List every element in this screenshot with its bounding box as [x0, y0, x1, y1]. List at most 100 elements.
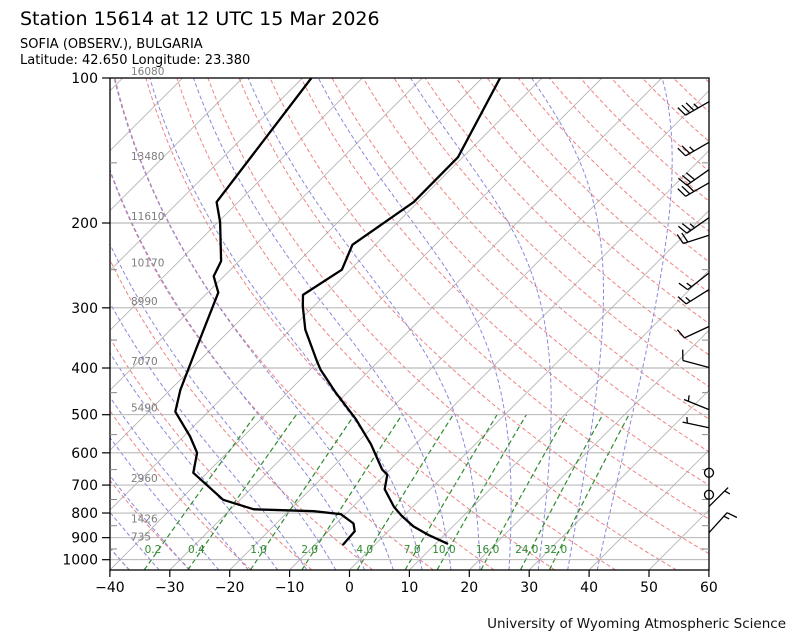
height-label: 5490	[131, 403, 158, 415]
isotherm-line	[528, 389, 709, 570]
wind-barb-icon	[677, 169, 710, 186]
isotherm-line	[110, 78, 363, 331]
height-label: 16080	[131, 66, 164, 78]
dry-adiabat-line	[176, 78, 616, 570]
isotherm-line	[409, 269, 709, 570]
temperature-tick-label: 60	[700, 580, 718, 596]
pressure-tick-label: 400	[71, 361, 98, 377]
moist-adiabat-line	[0, 79, 99, 571]
pressure-tick-label: 1000	[62, 553, 98, 569]
height-labels: 16080 13480 11610 10170 8990 7070 5490 2960 1426…	[131, 66, 164, 543]
temperature-tick-label: 0	[345, 580, 354, 596]
mixing-ratio-line	[356, 414, 454, 570]
dry-adiabat-line	[269, 78, 709, 520]
isotherm-line	[110, 78, 603, 570]
moist-adiabat-line	[0, 79, 8, 571]
height-label: 13480	[131, 151, 164, 163]
isotherm-line	[110, 78, 483, 451]
pressure-tick-label: 600	[71, 446, 98, 462]
dry-adiabat-line	[238, 78, 709, 555]
pressure-tick-label: 700	[71, 478, 98, 494]
wind-barb-icon	[676, 232, 710, 245]
dry-adiabat-line	[579, 78, 709, 202]
credit-text: University of Wyoming Atmospheric Scienc…	[487, 616, 786, 632]
background-lines	[0, 78, 800, 571]
moist-adiabat-line	[110, 168, 366, 570]
temperature-tick-label: 30	[520, 580, 538, 596]
moist-adiabat-line	[110, 242, 337, 570]
mixing-ratio-label: 16.0	[476, 544, 499, 556]
dry-adiabat-line	[110, 337, 313, 570]
wind-barb-icon	[678, 272, 710, 291]
wind-barb-icon	[677, 182, 710, 197]
mixing-ratio-labels: 0.2 0.4 1.0 2.0 4.0 7.0 10.0 16.0 24.0 32.0	[145, 544, 568, 556]
isotherm-line	[110, 78, 543, 511]
station-coordinates: Latitude: 42.650 Longitude: 23.380	[20, 53, 251, 68]
plot-frame	[109, 77, 710, 571]
moist-adiabat-line	[113, 78, 394, 570]
dry-adiabat-line	[393, 78, 709, 388]
mixing-ratio-line	[404, 414, 498, 570]
wind-barb-icon	[708, 487, 731, 508]
temperature-tick-label: −10	[275, 580, 305, 596]
wind-barb-icon	[677, 101, 710, 116]
moist-adiabat-line	[110, 301, 308, 570]
temperature-tick-label: −30	[155, 580, 185, 596]
mixing-ratio-label: 10.0	[432, 544, 455, 556]
isotherm-line	[588, 449, 709, 570]
dry-adiabat-line	[766, 78, 800, 570]
isotherm-line	[229, 90, 709, 570]
moist-adiabat-line	[0, 79, 69, 571]
temperature-tick-label: −20	[215, 580, 245, 596]
mixing-ratio-line	[301, 414, 403, 570]
pressure-tick-label: 100	[71, 71, 98, 87]
dry-adiabat-line	[207, 78, 677, 570]
mixing-ratio-label: 2.0	[301, 544, 318, 556]
moist-adiabat-line	[318, 78, 512, 570]
moist-adiabat-line	[149, 78, 423, 570]
moist-adiabat-line	[596, 78, 673, 570]
station-name: SOFIA (OBSERV.), BULGARIA	[20, 37, 203, 52]
moist-adiabat-line	[410, 78, 552, 570]
isotherm-line	[110, 78, 303, 272]
height-label: 10170	[131, 258, 164, 270]
pressure-tick-label: 900	[71, 531, 98, 547]
height-label: 11610	[131, 211, 164, 223]
temperature-tick-label: −40	[95, 580, 125, 596]
dry-adiabat-line	[362, 78, 709, 420]
height-label: 7070	[131, 356, 158, 368]
wind-barb-icon	[677, 141, 710, 157]
wind-barb-icon	[676, 325, 710, 339]
wind-barb-icon	[682, 417, 710, 429]
wind-barbs	[676, 101, 738, 534]
mixing-ratio-line	[548, 414, 630, 570]
isotherm-line	[708, 569, 709, 570]
pressure-tick-label: 800	[71, 506, 98, 522]
temperature-tick-label: 40	[580, 580, 598, 596]
mixing-ratio-line	[249, 414, 355, 570]
mixing-ratio-label: 7.0	[404, 544, 421, 556]
dry-adiabat-line	[110, 258, 373, 570]
mixing-ratio-line	[480, 414, 568, 570]
height-label: 2960	[131, 473, 158, 485]
dry-adiabat-line	[610, 78, 709, 172]
isotherm-line	[110, 78, 124, 92]
dry-adiabat-line	[735, 78, 800, 570]
temperature-tick-label: 10	[400, 580, 418, 596]
wind-barb-icon	[677, 217, 710, 234]
mixing-ratio-label: 4.0	[356, 544, 373, 556]
dry-adiabat-line	[110, 479, 191, 570]
temperature-axis: −40 −30 −20 −10 0 10 20 30 40 50 60	[95, 570, 718, 596]
isotherm-line	[169, 78, 663, 570]
pressure-axis: 100 200 300 400 500 600 700 800 900 1000	[62, 71, 709, 569]
page-title: Station 15614 at 12 UTC 15 Mar 2026	[20, 8, 380, 30]
height-label: 735	[131, 531, 151, 543]
wind-barb-icon	[708, 512, 738, 534]
wind-barb-icon	[682, 349, 710, 369]
dry-adiabat-line	[517, 78, 709, 263]
dry-adiabat-line	[331, 78, 709, 453]
calm-wind-icon	[703, 489, 715, 500]
isotherm-line	[468, 329, 709, 570]
